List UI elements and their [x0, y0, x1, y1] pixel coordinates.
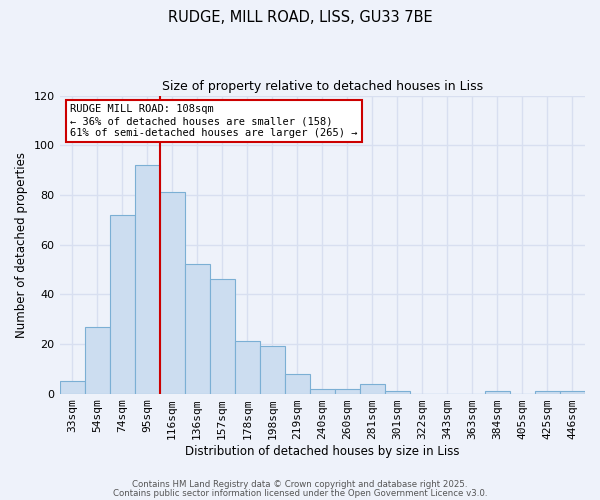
- Bar: [285, 374, 310, 394]
- Bar: [85, 326, 110, 394]
- Bar: [134, 165, 160, 394]
- Bar: [160, 192, 185, 394]
- Y-axis label: Number of detached properties: Number of detached properties: [15, 152, 28, 338]
- Bar: [385, 391, 410, 394]
- Title: Size of property relative to detached houses in Liss: Size of property relative to detached ho…: [162, 80, 483, 93]
- Text: RUDGE MILL ROAD: 108sqm
← 36% of detached houses are smaller (158)
61% of semi-d: RUDGE MILL ROAD: 108sqm ← 36% of detache…: [70, 104, 358, 138]
- X-axis label: Distribution of detached houses by size in Liss: Distribution of detached houses by size …: [185, 444, 460, 458]
- Bar: [485, 391, 510, 394]
- Text: Contains public sector information licensed under the Open Government Licence v3: Contains public sector information licen…: [113, 490, 487, 498]
- Bar: [260, 346, 285, 394]
- Bar: [185, 264, 209, 394]
- Bar: [360, 384, 385, 394]
- Text: Contains HM Land Registry data © Crown copyright and database right 2025.: Contains HM Land Registry data © Crown c…: [132, 480, 468, 489]
- Bar: [310, 388, 335, 394]
- Bar: [235, 342, 260, 394]
- Bar: [535, 391, 560, 394]
- Bar: [335, 388, 360, 394]
- Bar: [209, 280, 235, 394]
- Bar: [110, 215, 134, 394]
- Bar: [560, 391, 585, 394]
- Text: RUDGE, MILL ROAD, LISS, GU33 7BE: RUDGE, MILL ROAD, LISS, GU33 7BE: [167, 10, 433, 25]
- Bar: [59, 381, 85, 394]
